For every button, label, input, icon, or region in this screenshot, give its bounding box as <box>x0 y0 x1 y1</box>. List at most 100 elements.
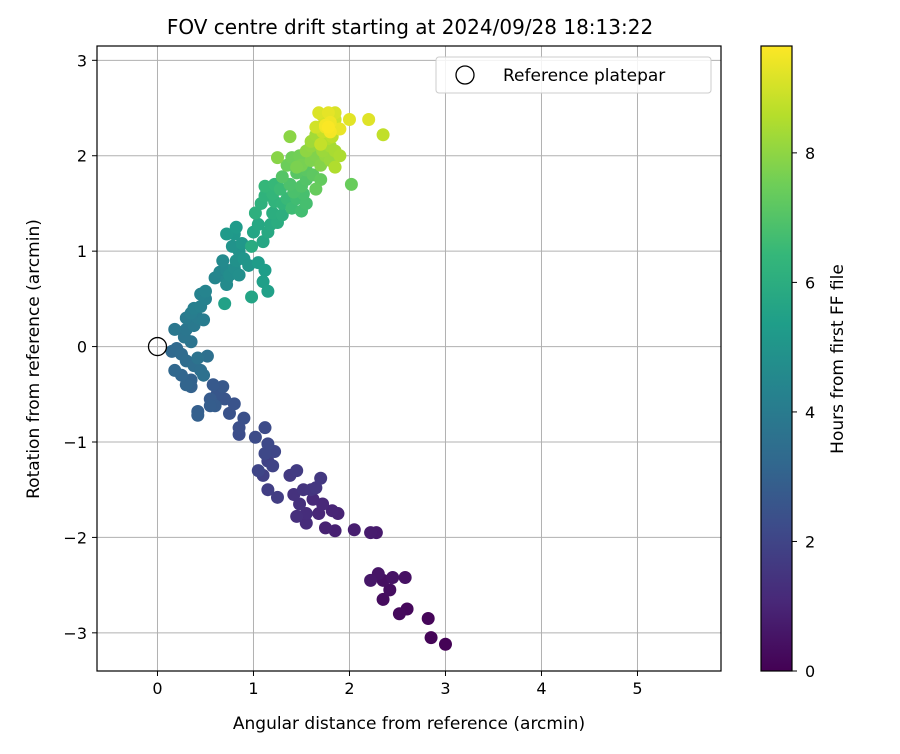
data-point <box>376 592 390 606</box>
data-point <box>245 239 259 253</box>
data-point <box>270 151 284 165</box>
data-point <box>229 220 243 234</box>
data-point <box>376 128 390 142</box>
colorbar-tick-label: 6 <box>805 273 815 292</box>
grid <box>97 46 721 671</box>
data-point <box>261 483 275 497</box>
data-point <box>261 437 275 451</box>
data-point <box>168 322 182 336</box>
reference-platepar-marker <box>147 336 168 357</box>
data-point <box>248 430 262 444</box>
data-point <box>344 177 358 191</box>
data-point <box>220 227 234 241</box>
data-point <box>325 504 339 518</box>
data-point <box>398 570 412 584</box>
data-point <box>318 521 332 535</box>
data-point <box>232 268 246 282</box>
data-point <box>258 263 272 277</box>
y-tick-label: 0 <box>77 338 87 357</box>
legend-marker-open-circle <box>455 65 475 85</box>
data-point <box>287 487 301 501</box>
colorbar-tick-label: 0 <box>805 662 815 681</box>
data-point <box>191 408 205 422</box>
data-point <box>261 284 275 298</box>
data-point <box>227 397 241 411</box>
y-tick-label: 1 <box>77 242 87 261</box>
data-point <box>270 490 284 504</box>
legend: Reference platepar <box>435 56 712 94</box>
data-point <box>328 160 342 174</box>
y-tick-label: −2 <box>63 528 87 547</box>
data-point <box>347 523 361 537</box>
data-point <box>237 411 251 425</box>
plot-frame <box>96 45 722 672</box>
data-point <box>290 160 304 174</box>
data-point <box>251 217 265 231</box>
data-point <box>216 254 230 268</box>
y-tick-label: −3 <box>63 624 87 643</box>
x-tick-label: 4 <box>536 679 546 698</box>
x-tick-label: 3 <box>440 679 450 698</box>
data-point <box>218 297 232 311</box>
data-point <box>168 363 182 377</box>
data-point <box>206 378 220 392</box>
data-point <box>438 637 452 651</box>
data-point <box>275 170 289 184</box>
reference-marker-layer <box>147 336 168 357</box>
data-point <box>245 290 259 304</box>
data-point <box>386 570 400 584</box>
y-tick-label: 3 <box>77 51 87 70</box>
data-point <box>364 526 378 540</box>
colorbar-label: Hours from first FF file <box>828 264 848 454</box>
data-point <box>362 112 376 126</box>
data-point <box>309 182 323 196</box>
data-point <box>293 497 307 511</box>
data-point <box>290 464 304 478</box>
data-point <box>266 459 280 473</box>
y-axis-label: Rotation from reference (arcmin) <box>24 219 44 499</box>
x-axis-label: Angular distance from reference (arcmin) <box>233 714 585 734</box>
data-point <box>312 106 326 120</box>
x-tick-label: 5 <box>632 679 642 698</box>
data-point <box>275 208 289 222</box>
data-point <box>342 112 356 126</box>
data-point <box>258 421 272 435</box>
data-point <box>333 149 347 163</box>
x-tick-label: 1 <box>248 679 258 698</box>
data-point <box>248 206 262 220</box>
data-point <box>197 313 211 327</box>
data-point <box>191 351 205 365</box>
data-point <box>203 399 217 413</box>
x-axis-ticks: 0 1 2 3 4 5 <box>152 671 643 698</box>
data-point <box>273 182 287 196</box>
data-point <box>383 583 397 597</box>
data-point <box>314 471 328 485</box>
y-axis-ticks: −3 −2 −1 0 1 2 3 <box>63 51 97 643</box>
chart-title: FOV centre drift starting at 2024/09/28 … <box>167 15 653 39</box>
colorbar: 0 2 4 6 8 Hours from first FF file <box>760 45 848 681</box>
x-tick-label: 0 <box>152 679 162 698</box>
colorbar-gradient <box>760 45 793 672</box>
scatter-points <box>165 106 452 651</box>
data-point <box>197 368 211 382</box>
colorbar-tick-label: 2 <box>805 532 815 551</box>
data-point <box>198 284 212 298</box>
data-point <box>251 464 265 478</box>
y-tick-label: 2 <box>77 147 87 166</box>
data-point <box>299 516 313 530</box>
legend-label-reference-platepar: Reference platepar <box>503 66 665 86</box>
colorbar-tick-label: 4 <box>805 403 815 422</box>
legend-box <box>435 56 712 94</box>
data-point <box>421 612 435 626</box>
data-point <box>392 607 406 621</box>
data-point <box>290 509 304 523</box>
data-point <box>314 137 328 151</box>
data-point <box>321 120 335 134</box>
data-point <box>283 130 297 144</box>
y-tick-label: −1 <box>63 433 87 452</box>
x-tick-label: 2 <box>344 679 354 698</box>
data-point <box>316 497 330 511</box>
colorbar-ticks: 0 2 4 6 8 <box>792 144 815 681</box>
